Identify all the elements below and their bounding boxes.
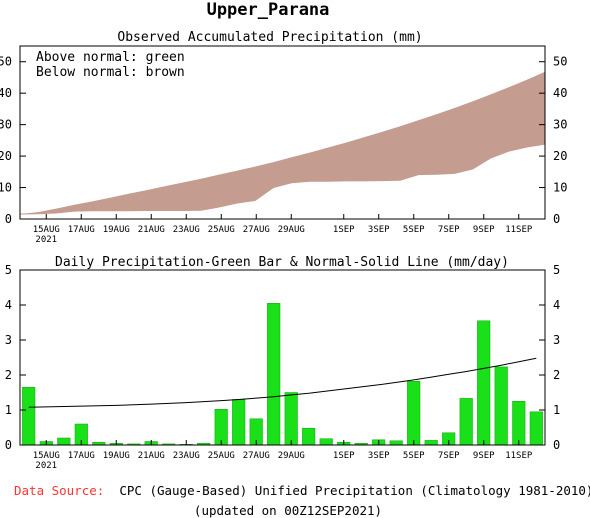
y-tick-label-right: 30	[553, 118, 567, 132]
x-year-label: 2021	[35, 235, 57, 245]
chart1-title: Observed Accumulated Precipitation (mm)	[117, 30, 422, 45]
chart2-title: Daily Precipitation-Green Bar & Normal-S…	[55, 255, 509, 270]
x-tick-label: 29AUG	[278, 451, 305, 461]
x-tick-label: 21AUG	[138, 451, 165, 461]
y-tick-label-right: 50	[553, 55, 567, 69]
precip-bar	[529, 411, 543, 446]
plot-frame	[19, 269, 546, 446]
y-tick-label-left: 1	[5, 403, 12, 417]
x-tick-label: 25AUG	[208, 451, 235, 461]
x-tick-label: 23AUG	[173, 225, 200, 235]
y-tick-label-right: 0	[553, 438, 560, 452]
y-tick-label-right: 0	[553, 212, 560, 226]
x-tick-label: 11SEP	[505, 225, 533, 235]
precip-bar	[22, 387, 36, 446]
chart1-annotation-below: Below normal: brown	[36, 65, 185, 80]
x-tick-label: 25AUG	[208, 225, 235, 235]
data-source-label: Data Source:	[14, 483, 104, 498]
y-tick-label-left: 2	[5, 368, 12, 382]
x-tick-label: 7SEP	[438, 225, 460, 235]
x-tick-label: 19AUG	[103, 451, 130, 461]
x-tick-label: 1SEP	[333, 451, 355, 461]
y-tick-label-left: 50	[0, 55, 12, 69]
y-tick-label-right: 1	[553, 403, 560, 417]
data-source-text: CPC (Gauge-Based) Unified Precipitation …	[119, 483, 590, 498]
y-tick-label-left: 0	[5, 438, 12, 452]
below-normal-area	[20, 71, 545, 214]
x-tick-label: 29AUG	[278, 225, 305, 235]
precip-bar	[232, 399, 246, 446]
x-tick-label: 3SEP	[368, 451, 390, 461]
y-tick-label-right: 5	[553, 263, 560, 277]
y-tick-label-right: 10	[553, 181, 567, 195]
y-tick-label-left: 5	[5, 263, 12, 277]
precip-bar	[494, 366, 508, 446]
x-tick-label: 3SEP	[368, 225, 390, 235]
precip-bar	[57, 437, 71, 446]
x-tick-label: 17AUG	[68, 225, 95, 235]
footer-source-line: Data Source: CPC (Gauge-Based) Unified P…	[14, 483, 590, 498]
x-tick-label: 27AUG	[243, 451, 270, 461]
y-tick-label-left: 4	[5, 298, 12, 312]
precip-bar	[302, 427, 316, 446]
x-tick-label: 5SEP	[403, 451, 425, 461]
y-tick-label-left: 10	[0, 181, 12, 195]
x-tick-label: 19AUG	[103, 225, 130, 235]
x-tick-label: 21AUG	[138, 225, 165, 235]
precip-bar	[459, 398, 473, 446]
y-tick-label-right: 3	[553, 333, 560, 347]
x-tick-label: 5SEP	[403, 225, 425, 235]
updated-timestamp: (updated on 00Z12SEP2021)	[194, 503, 382, 518]
precip-bar	[512, 401, 526, 446]
precip-bar	[214, 409, 228, 446]
y-tick-label-left: 0	[5, 212, 12, 226]
precip-bar	[407, 381, 421, 446]
x-tick-label: 7SEP	[438, 451, 460, 461]
precip-bar	[424, 440, 438, 446]
x-tick-label: 23AUG	[173, 451, 200, 461]
daily-precip-chart: 0 0 1 1 2 2 3 3 4 4 5 5 15AUG 17AUG 19AUG 21AUG 23AUG 25A…	[5, 263, 560, 471]
y-tick-label-left: 40	[0, 86, 12, 100]
chart1-annotation-above: Above normal: green	[36, 50, 185, 65]
observed-line	[19, 143, 546, 215]
x-tick-label: 11SEP	[505, 451, 533, 461]
y-tick-label-right: 4	[553, 298, 560, 312]
normal-line	[28, 357, 537, 408]
y-tick-label-left: 3	[5, 333, 12, 347]
precip-bar	[477, 320, 491, 446]
y-tick-label-right: 40	[553, 86, 567, 100]
y-tick-label-left: 20	[0, 149, 12, 163]
precip-bar	[319, 438, 333, 446]
x-year-label: 2021	[35, 461, 57, 471]
precip-bar	[267, 303, 281, 446]
x-tick-label: 15AUG	[33, 225, 60, 235]
y-tick-label-left: 30	[0, 118, 12, 132]
y-tick-label-right: 20	[553, 149, 567, 163]
precip-bar	[284, 392, 298, 446]
y-tick-label-right: 2	[553, 368, 560, 382]
x-tick-label: 1SEP	[333, 225, 355, 235]
page-title: Upper_Parana	[207, 0, 330, 20]
x-tick-label: 15AUG	[33, 451, 60, 461]
accumulated-precip-chart: 0 0 10 10 20 20 30 30 40 40 50 50 15AUG 17AUG 19AUG 21A…	[0, 45, 567, 245]
plot-frame	[19, 45, 546, 220]
x-tick-label: 9SEP	[473, 451, 495, 461]
x-tick-label: 17AUG	[68, 451, 95, 461]
x-tick-label: 27AUG	[243, 225, 270, 235]
x-tick-label: 9SEP	[473, 225, 495, 235]
precip-bar	[389, 440, 403, 446]
